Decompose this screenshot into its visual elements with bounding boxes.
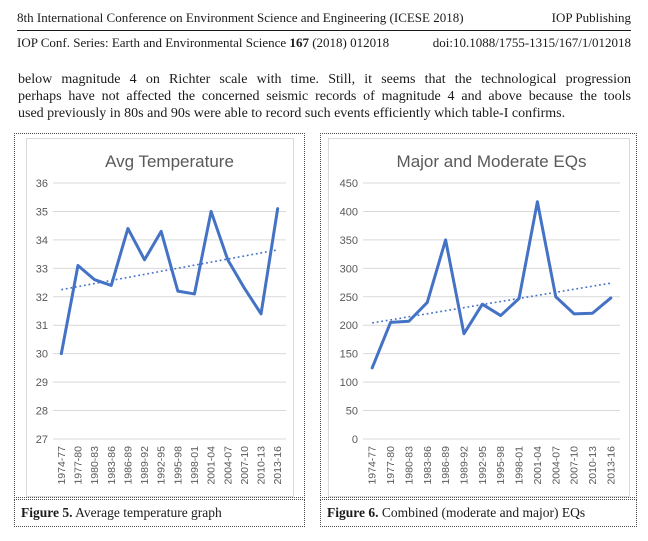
x-tick-label: 2010-13 — [255, 446, 267, 485]
y-tick-label: 50 — [345, 406, 357, 418]
x-tick-label: 1992-95 — [476, 446, 488, 485]
page-header: 8th International Conference on Environm… — [17, 10, 631, 51]
volume-number: 167 — [289, 35, 309, 50]
x-tick-label: 1989-92 — [458, 446, 470, 485]
y-tick-label: 350 — [339, 235, 357, 247]
conference-title: 8th International Conference on Environm… — [17, 10, 464, 25]
x-tick-label: 1998-01 — [513, 446, 525, 485]
figure6-caption: Figure 6. Combined (moderate and major) … — [320, 499, 637, 527]
x-tick-label: 1986-89 — [122, 446, 134, 485]
figures-row: 27 28 29 30 31 32 33 34 35 36 1974-77 1977-80 1980-8… — [14, 133, 637, 527]
series-citation: IOP Conf. Series: Earth and Environmenta… — [17, 35, 390, 50]
x-tick-label: 1980-83 — [89, 446, 101, 485]
figure5-caption-text: Average temperature graph — [72, 505, 222, 520]
y-tick-label: 250 — [339, 292, 357, 304]
y-tick-label: 450 — [339, 178, 357, 190]
y-tick-label: 150 — [339, 349, 357, 361]
figure6-chart-cell: 0 50 100 150 200 250 300 350 400 450 1974-77 1977-8… — [320, 133, 637, 498]
header-row-1: 8th International Conference on Environm… — [17, 10, 631, 31]
x-tick-label: 1995-98 — [172, 446, 184, 485]
paragraph-line: below magnitude 4 on Richter scale with … — [18, 72, 631, 87]
x-tick-label: 2007-10 — [238, 446, 250, 485]
major-moderate-eq-chart: 0 50 100 150 200 250 300 350 400 450 1974-77 1977-8… — [339, 152, 620, 485]
x-tick-label: 2001-04 — [531, 446, 543, 485]
figure6-column: 0 50 100 150 200 250 300 350 400 450 1974-77 1977-8… — [320, 133, 637, 527]
avg-temperature-chart-box: 27 28 29 30 31 32 33 34 35 36 1974-77 1977-80 1980-8… — [25, 138, 294, 497]
x-tick-label: 1992-95 — [155, 446, 167, 485]
x-tick-label: 2004-07 — [550, 446, 562, 485]
y-tick-label: 34 — [35, 235, 47, 247]
x-tick-label: 2007-10 — [568, 446, 580, 485]
x-tick-label: 1983-86 — [421, 446, 433, 485]
x-tick-label: 1977-80 — [72, 446, 84, 485]
paragraph-line: perhaps have not affected the concerned … — [18, 89, 631, 104]
y-tick-label: 28 — [35, 406, 47, 418]
y-tick-label: 33 — [35, 263, 47, 275]
y-tick-label: 0 — [351, 434, 357, 446]
y-tick-label: 30 — [35, 349, 47, 361]
x-tick-label: 1989-92 — [139, 446, 151, 485]
y-tick-label: 100 — [339, 377, 357, 389]
header-row-2: IOP Conf. Series: Earth and Environmenta… — [17, 35, 631, 51]
x-tick-label: 2004-07 — [222, 446, 234, 485]
y-tick-label: 300 — [339, 263, 357, 275]
data-line — [370, 200, 612, 370]
y-tick-label: 200 — [339, 320, 357, 332]
y-tick-label: 400 — [339, 206, 357, 218]
figure5-caption: Figure 5. Average temperature graph — [14, 499, 305, 527]
x-tick-label: 2013-16 — [605, 446, 617, 485]
x-tick-label: 1986-89 — [440, 446, 452, 485]
paragraph-line: used previously in 80s and 90s were able… — [18, 106, 566, 121]
chart-title: Major and Moderate EQs — [396, 152, 586, 171]
figure5-column: 27 28 29 30 31 32 33 34 35 36 1974-77 1977-80 1980-8… — [14, 133, 305, 527]
data-line — [59, 207, 279, 356]
x-tick-label: 2001-04 — [205, 446, 217, 485]
x-tick-label: 1974-77 — [55, 446, 67, 485]
figure6-label: Figure 6. — [327, 505, 379, 520]
publisher-name: IOP Publishing — [551, 10, 631, 25]
body-paragraph: below magnitude 4 on Richter scale with … — [18, 71, 631, 122]
x-tick-label: 2010-13 — [586, 446, 598, 485]
paper-page: 8th International Conference on Environm… — [0, 10, 648, 541]
chart-title: Avg Temperature — [105, 152, 234, 171]
x-tick-label: 1995-98 — [495, 446, 507, 485]
y-tick-label: 29 — [35, 377, 47, 389]
eq-chart-box: 0 50 100 150 200 250 300 350 400 450 1974-77 1977-8… — [327, 138, 630, 497]
doi-text: doi:10.1088/1755-1315/167/1/012018 — [432, 35, 631, 50]
figure5-chart-cell: 27 28 29 30 31 32 33 34 35 36 1974-77 1977-80 1980-8… — [14, 133, 305, 498]
x-tick-label: 1983-86 — [105, 446, 117, 485]
x-tick-label: 1998-01 — [188, 446, 200, 485]
figure6-caption-text: Combined (moderate and major) EQs — [378, 505, 586, 520]
y-tick-label: 36 — [35, 178, 47, 190]
y-tick-label: 35 — [35, 206, 47, 218]
y-tick-label: 32 — [35, 292, 47, 304]
x-tick-label: 1980-83 — [403, 446, 415, 485]
x-tick-label: 1974-77 — [366, 446, 378, 485]
avg-temperature-chart: 27 28 29 30 31 32 33 34 35 36 1974-77 1977-80 1980-8… — [35, 152, 286, 485]
y-tick-label: 27 — [35, 434, 47, 446]
y-tick-label: 31 — [35, 320, 47, 332]
figure5-label: Figure 5. — [21, 505, 73, 520]
x-tick-label: 2013-16 — [272, 446, 284, 485]
x-tick-label: 1977-80 — [385, 446, 397, 485]
trendline — [371, 282, 611, 324]
